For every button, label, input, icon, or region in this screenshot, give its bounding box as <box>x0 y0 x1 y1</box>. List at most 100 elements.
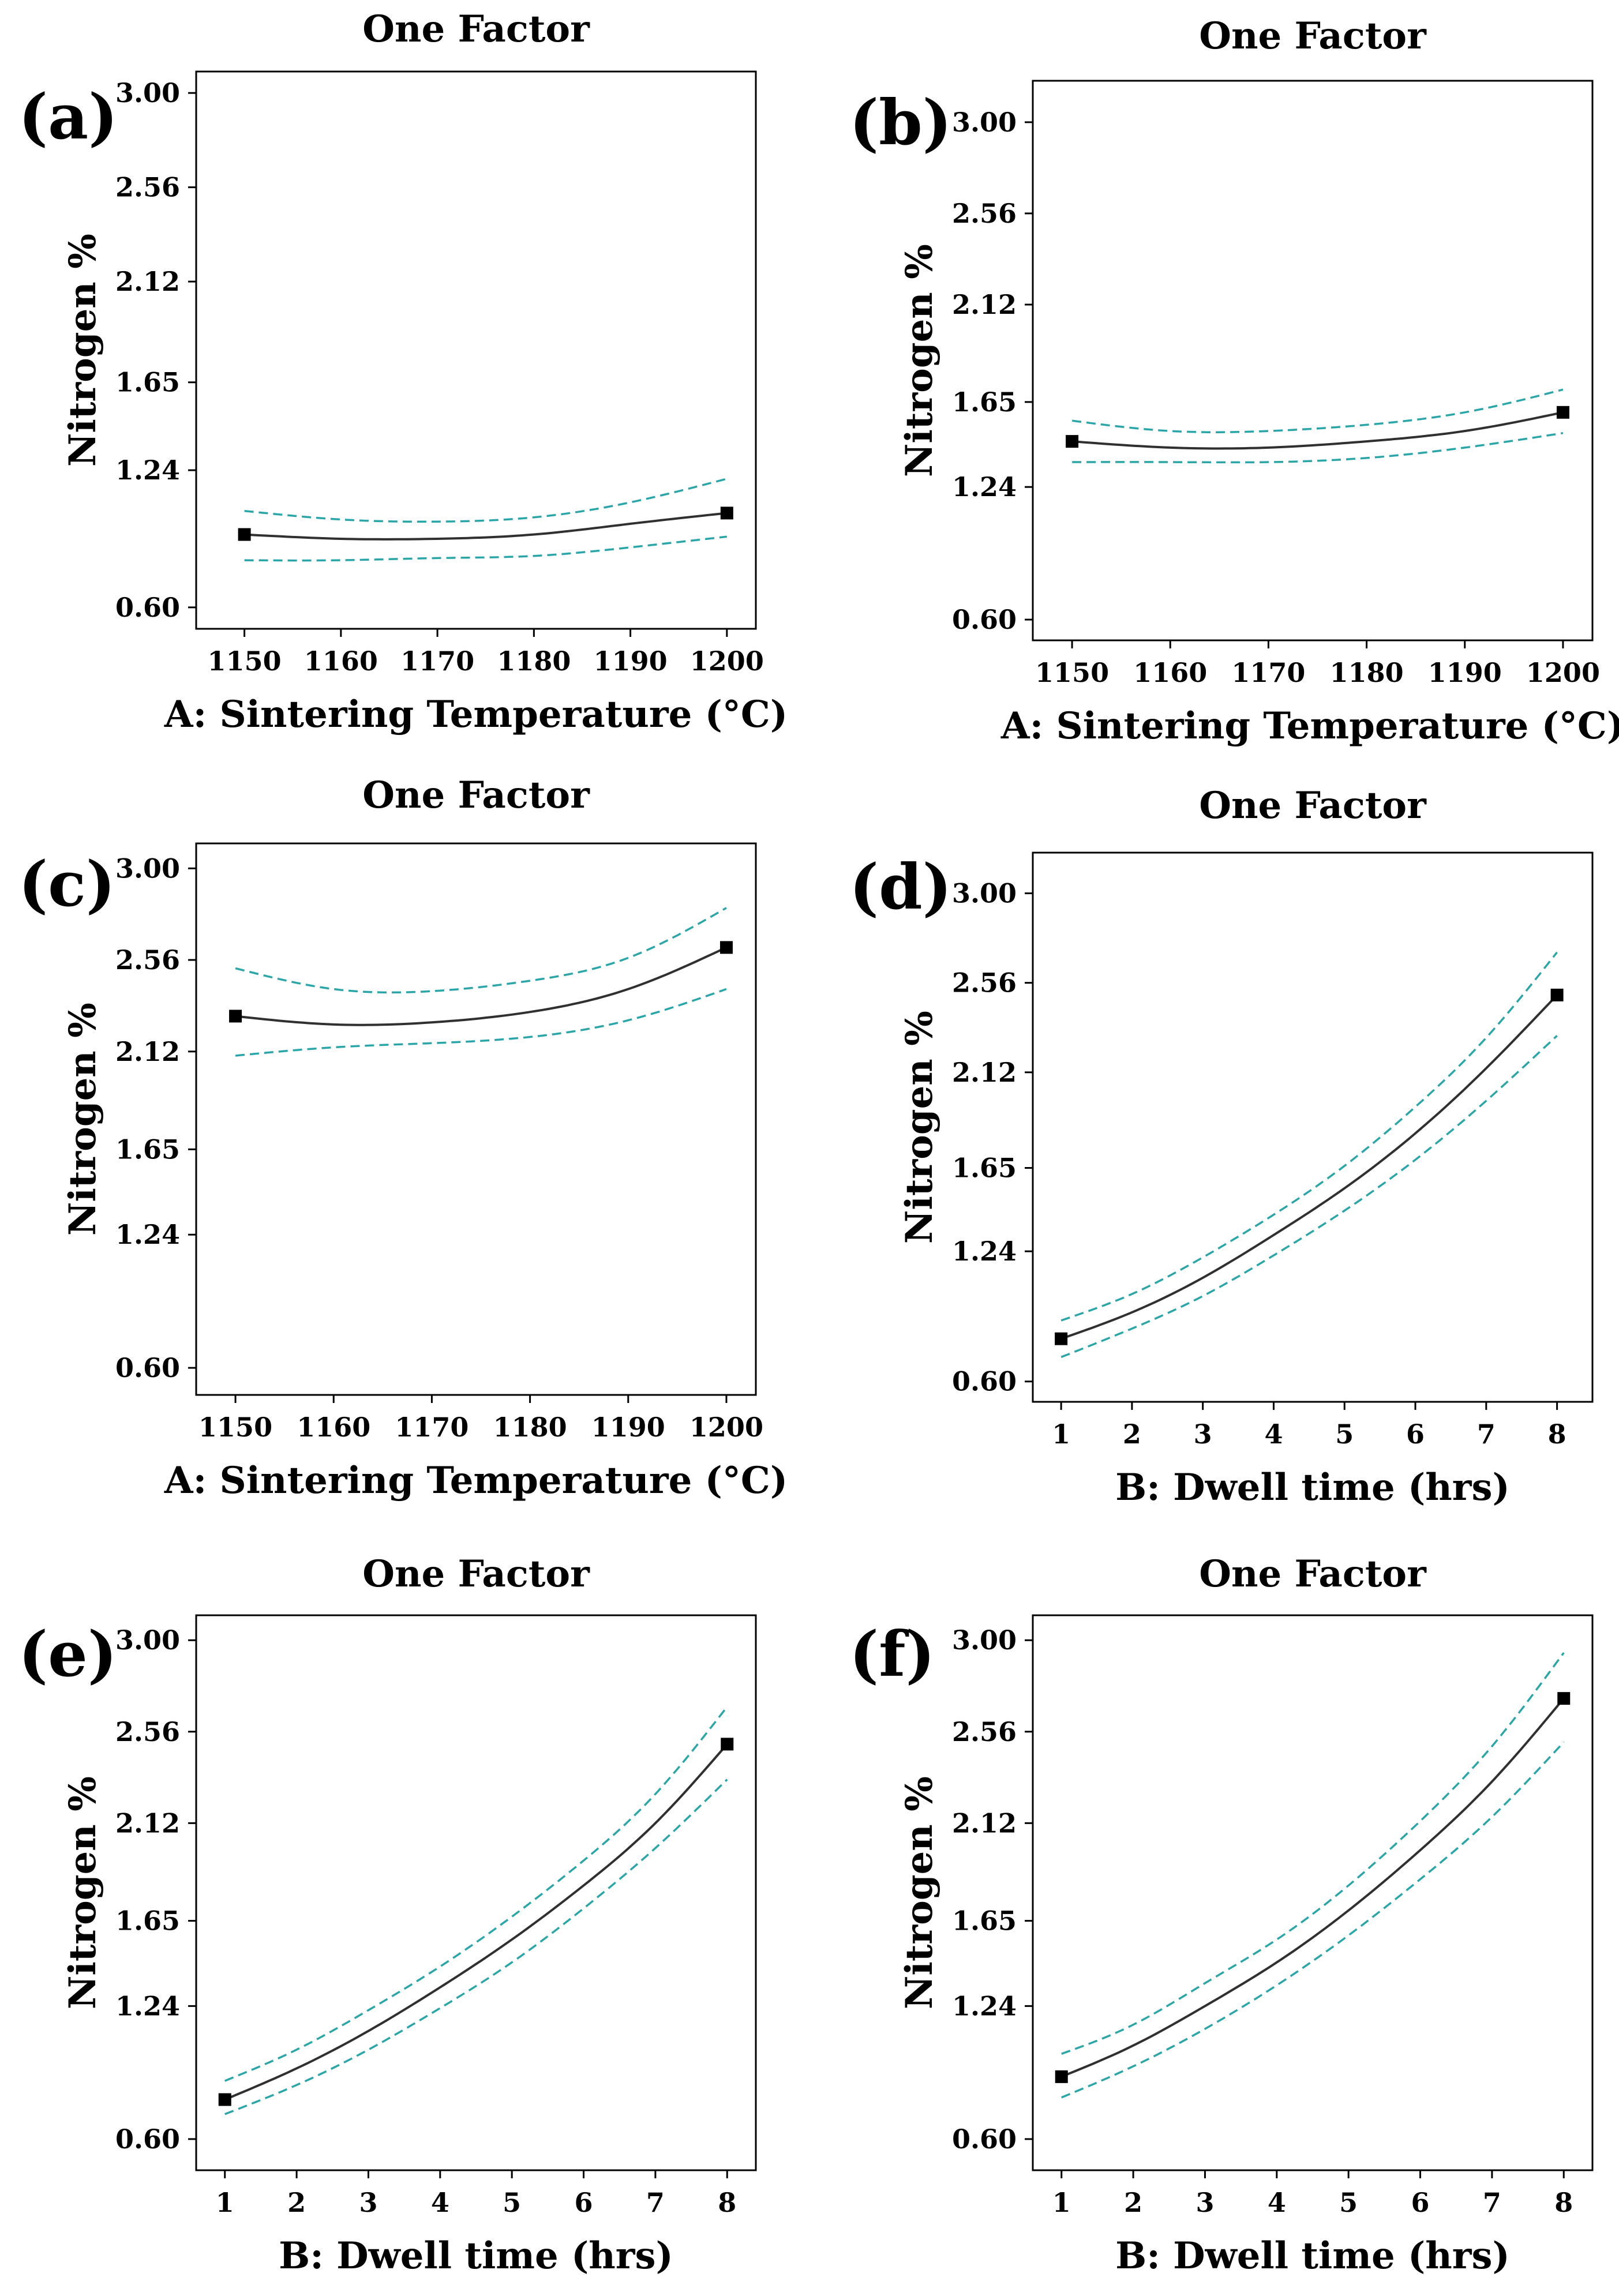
upper-ci-line <box>1071 388 1564 433</box>
x-tick-label: 1170 <box>1231 657 1305 688</box>
panel-title: One Factor <box>362 7 590 51</box>
upper-ci-line <box>224 1706 728 2082</box>
x-axis-label: B: Dwell time (hrs) <box>279 2234 673 2278</box>
x-tick-label: 8 <box>718 2187 736 2218</box>
y-tick-label: 2.12 <box>115 1807 180 1839</box>
y-tick-label: 1.65 <box>952 1905 1017 1937</box>
y-tick-label: 3.00 <box>115 1625 180 1656</box>
lower-ci-line <box>224 1779 728 2115</box>
x-tick-label: 7 <box>1483 2187 1501 2218</box>
design-point <box>229 1010 242 1023</box>
y-tick-label: 1.65 <box>115 367 180 398</box>
x-axis-label: A: Sintering Temperature (°C) <box>164 1459 788 1502</box>
prediction-line <box>1060 1697 1565 2078</box>
y-axis-label: Nitrogen % <box>898 1011 941 1244</box>
x-tick-label: 1190 <box>1428 657 1502 688</box>
x-tick-label: 7 <box>646 2187 665 2218</box>
panel-label: (d) <box>849 851 952 924</box>
y-tick-label: 0.60 <box>115 2124 180 2155</box>
y-tick-label: 2.56 <box>115 944 180 976</box>
x-tick-label: 2 <box>287 2187 306 2218</box>
y-tick-label: 1.65 <box>952 387 1017 418</box>
upper-ci-line <box>244 478 728 523</box>
y-tick-label: 1.24 <box>952 1236 1017 1267</box>
prediction-line <box>1071 411 1564 450</box>
x-tick-label: 1190 <box>594 646 668 677</box>
panel-label: (e) <box>18 1618 117 1691</box>
x-tick-label: 3 <box>359 2187 377 2218</box>
prediction-line <box>244 512 728 541</box>
y-axis-label: Nitrogen % <box>61 1776 104 2009</box>
design-point <box>1550 988 1564 1001</box>
x-tick-label: 2 <box>1123 1419 1141 1450</box>
plot-frame <box>195 70 757 630</box>
panel-label: (f) <box>849 1618 935 1691</box>
panel-title: One Factor <box>362 774 590 817</box>
panel-label: (c) <box>18 848 115 921</box>
x-tick-label: 1200 <box>689 1412 763 1443</box>
x-tick-label: 5 <box>1335 1419 1354 1450</box>
x-tick-label: 6 <box>1411 2187 1430 2218</box>
x-tick-label: 1 <box>216 2187 234 2218</box>
lower-ci-line <box>1072 432 1564 464</box>
x-axis-label: B: Dwell time (hrs) <box>1115 1466 1510 1509</box>
x-tick-label: 5 <box>1339 2187 1358 2218</box>
y-tick-label: 2.12 <box>115 266 180 297</box>
x-tick-label: 1190 <box>591 1412 665 1443</box>
x-tick-label: 6 <box>575 2187 593 2218</box>
panel-title: One Factor <box>362 1552 590 1596</box>
y-tick-label: 2.56 <box>952 1716 1017 1747</box>
y-axis-label: Nitrogen % <box>898 1776 941 2009</box>
x-tick-label: 1170 <box>400 646 474 677</box>
panel-label: (b) <box>849 87 952 159</box>
y-tick-label: 0.60 <box>115 592 180 623</box>
y-tick-label: 1.65 <box>115 1905 180 1937</box>
y-tick-label: 2.12 <box>952 289 1017 320</box>
x-tick-label: 1160 <box>1133 657 1207 688</box>
panel-title: One Factor <box>1199 14 1427 58</box>
x-tick-label: 1170 <box>395 1412 469 1443</box>
plot-frame <box>195 842 757 1396</box>
x-tick-label: 6 <box>1406 1419 1425 1450</box>
y-tick-label: 2.56 <box>952 967 1017 999</box>
x-tick-label: 1 <box>1052 2187 1071 2218</box>
x-tick-label: 2 <box>1124 2187 1142 2218</box>
y-tick-label: 3.00 <box>115 853 180 884</box>
upper-ci-line <box>1061 1652 1565 2055</box>
design-point <box>720 507 733 520</box>
x-axis-label: B: Dwell time (hrs) <box>1115 2234 1510 2278</box>
y-tick-label: 2.12 <box>952 1807 1017 1839</box>
x-tick-label: 1180 <box>1330 657 1404 688</box>
x-tick-label: 1 <box>1052 1419 1070 1450</box>
x-tick-label: 3 <box>1195 2187 1214 2218</box>
y-tick-label: 1.24 <box>952 1990 1017 2021</box>
y-axis-label: Nitrogen % <box>61 234 104 467</box>
x-tick-label: 4 <box>1264 1419 1283 1450</box>
x-tick-label: 3 <box>1194 1419 1212 1450</box>
x-tick-label: 1150 <box>1035 657 1109 688</box>
panel-e: One Factor (e)3.00 2.56 2.12 1.65 1.24 0.60 1 2 3… <box>18 1552 757 2278</box>
upper-ci-line <box>235 907 727 994</box>
panel-title: One Factor <box>1199 1552 1427 1596</box>
y-tick-label: 1.24 <box>115 1219 180 1250</box>
panel-b: One Factor (b) 3.00 2.56 2.12 1.65 1.24 0.60 115… <box>849 14 1619 748</box>
lower-ci-line <box>235 988 727 1057</box>
design-point <box>1055 2070 1068 2083</box>
design-point <box>719 941 733 954</box>
x-axis-label: A: Sintering Temperature (°C) <box>1000 704 1619 748</box>
y-tick-label: 1.65 <box>952 1153 1017 1184</box>
x-tick-label: 1200 <box>690 646 764 677</box>
y-tick-label: 2.56 <box>115 1716 180 1747</box>
x-axis-label: A: Sintering Temperature (°C) <box>164 693 788 736</box>
panel-f: One Factor (f) 3.00 2.56 2.12 1.65 1.24 0.60 1 2 3… <box>849 1552 1594 2278</box>
panel-label: (a) <box>18 81 118 153</box>
lower-ci-line <box>244 535 728 562</box>
y-tick-label: 0.60 <box>952 2124 1017 2155</box>
y-tick-label: 3.00 <box>952 878 1017 909</box>
x-tick-label: 1150 <box>198 1412 272 1443</box>
design-point <box>721 1738 734 1751</box>
design-point <box>1055 1332 1068 1345</box>
y-tick-label: 1.24 <box>952 471 1017 502</box>
upper-ci-line <box>1060 951 1558 1322</box>
